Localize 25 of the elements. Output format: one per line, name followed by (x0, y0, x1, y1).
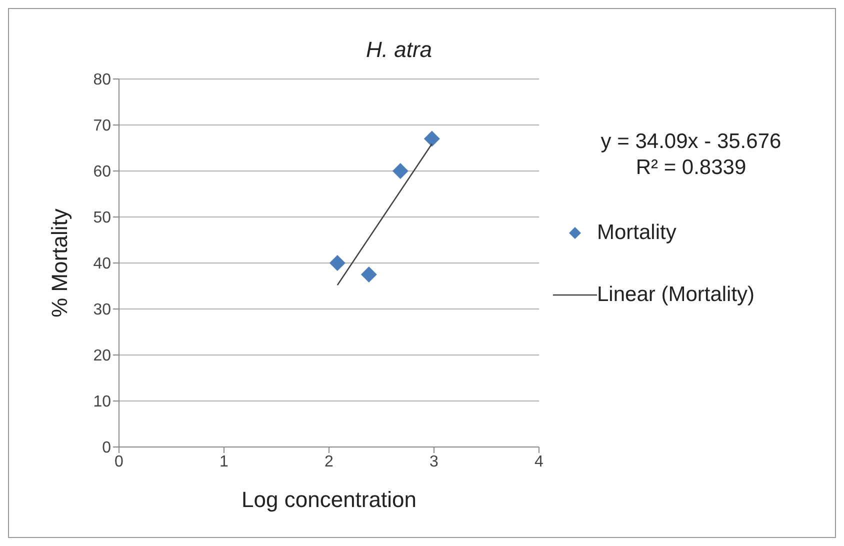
y-tick-label: 60 (93, 164, 112, 181)
y-tick-label: 70 (93, 118, 112, 135)
x-tick-label: 0 (114, 453, 124, 470)
chart-title: H. atra (366, 37, 432, 62)
y-tick-label: 30 (93, 302, 112, 319)
y-tick-label: 40 (93, 256, 112, 273)
x-tick-label: 3 (430, 453, 439, 470)
x-tick-label: 1 (220, 453, 229, 470)
y-tick-label: 50 (93, 210, 112, 227)
legend-label: Mortality (597, 221, 676, 245)
point (329, 255, 346, 271)
y-tick-label: 80 (93, 72, 112, 89)
text: R² = 0.8339 (634, 155, 748, 181)
text: y = 34.09x - 35.676 (600, 129, 782, 155)
point (392, 163, 408, 179)
x-tick-label: 4 (534, 453, 544, 470)
x-tick-label: 2 (324, 453, 334, 470)
point (360, 266, 377, 282)
point (424, 130, 440, 147)
y-tick-label: 20 (93, 348, 112, 365)
x-axis-title: Log concentration (242, 487, 416, 512)
y-tick-label: 0 (102, 440, 112, 457)
y-tick-label: 10 (93, 394, 112, 411)
legend-label: Linear (Mortality) (597, 283, 755, 307)
y-axis-title: % Mortality (46, 208, 72, 318)
